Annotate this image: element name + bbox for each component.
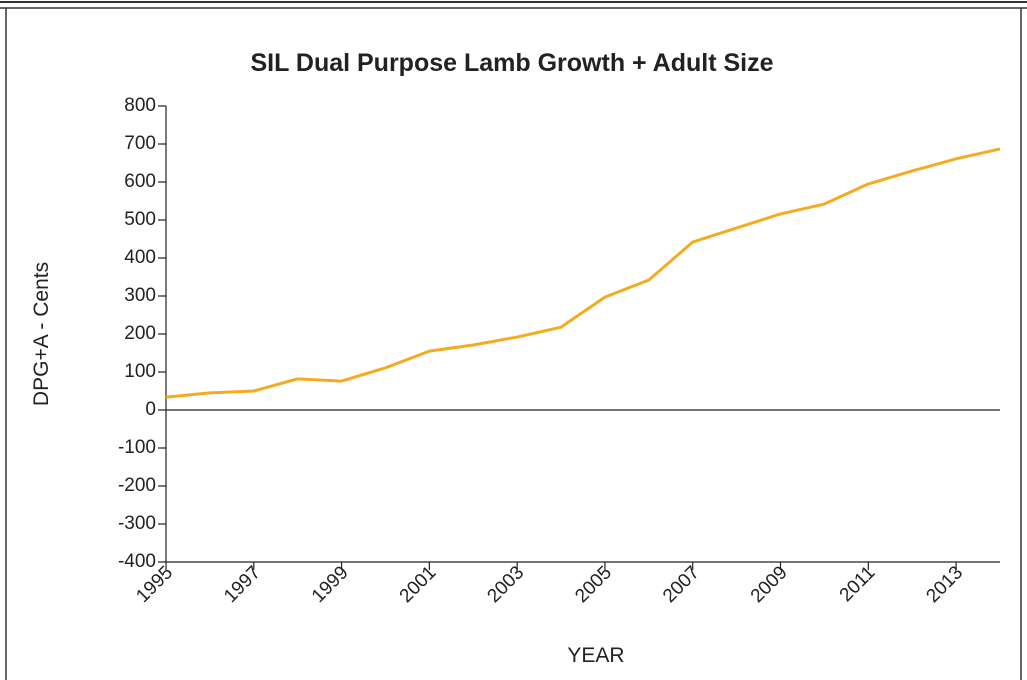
y-tick-label: 300 <box>124 285 156 306</box>
y-tick-label: 500 <box>124 209 156 230</box>
y-tick-label: 100 <box>124 361 156 382</box>
y-tick-label: -100 <box>118 437 156 458</box>
y-tick-label: -300 <box>118 513 156 534</box>
y-tick-label: 200 <box>124 323 156 344</box>
y-tick-label: 400 <box>124 247 156 268</box>
y-tick-label: 700 <box>124 133 156 154</box>
y-tick-label: 800 <box>124 95 156 116</box>
y-tick-label: -200 <box>118 475 156 496</box>
chart-title: SIL Dual Purpose Lamb Growth + Adult Siz… <box>251 49 774 77</box>
y-tick-label: -400 <box>118 551 156 572</box>
x-axis-label: YEAR <box>567 644 624 667</box>
y-tick-label: 0 <box>145 399 156 420</box>
y-axis-label: DPG+A - Cents <box>30 262 53 406</box>
y-tick-label: 600 <box>124 171 156 192</box>
data-line <box>165 147 1001 399</box>
